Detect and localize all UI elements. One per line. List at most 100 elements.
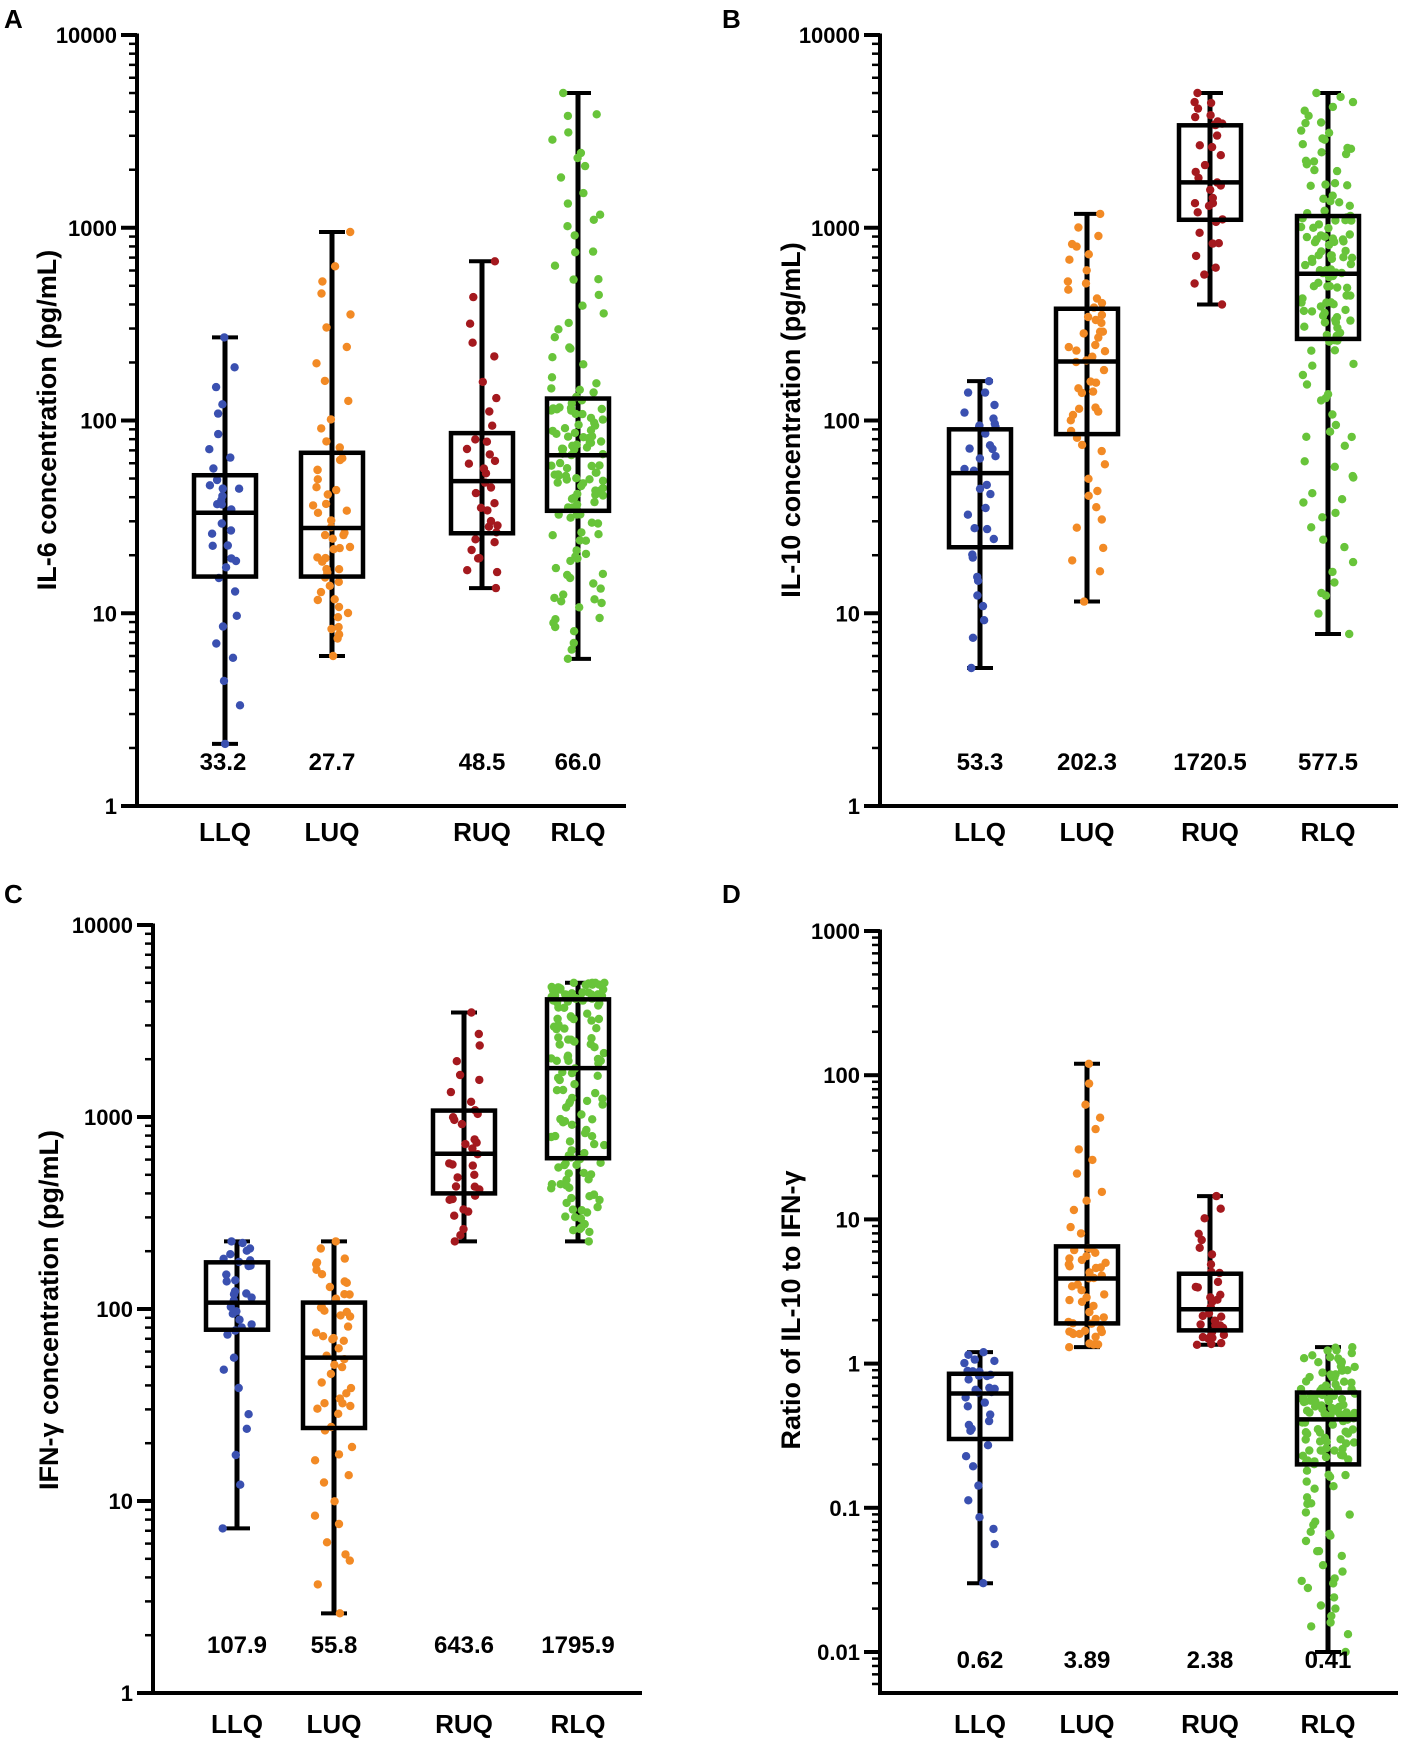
data-point — [1313, 1547, 1322, 1556]
data-point — [557, 597, 566, 606]
data-point — [1068, 556, 1077, 565]
data-point — [1314, 1358, 1323, 1367]
data-point — [1347, 432, 1356, 442]
data-point — [1307, 523, 1316, 532]
y-tick-label: 100 — [823, 1063, 860, 1088]
data-point — [594, 290, 603, 300]
category-label: LLQ — [954, 1709, 1006, 1739]
data-point — [1065, 255, 1074, 264]
data-point — [592, 1023, 601, 1033]
data-point — [1338, 235, 1348, 244]
data-point — [1206, 1293, 1215, 1302]
data-point — [1325, 1529, 1334, 1539]
data-point — [1345, 230, 1355, 239]
data-point — [592, 379, 601, 388]
data-point — [209, 464, 218, 473]
data-point — [490, 456, 500, 466]
data-point — [235, 701, 245, 710]
data-point — [1091, 1314, 1100, 1324]
data-point — [1303, 1583, 1313, 1593]
data-point — [1321, 180, 1330, 189]
data-point — [547, 1180, 557, 1189]
data-point — [312, 483, 321, 492]
data-point — [595, 1195, 604, 1205]
data-point — [218, 484, 227, 493]
panel-letter: A — [4, 4, 23, 34]
data-point — [1082, 266, 1091, 275]
data-point — [975, 454, 985, 463]
data-point — [313, 465, 322, 475]
data-point — [589, 579, 598, 588]
data-point — [313, 553, 322, 562]
data-point — [973, 572, 982, 582]
data-point — [463, 566, 472, 575]
data-point — [1308, 489, 1317, 498]
data-point — [963, 1402, 972, 1411]
data-point — [476, 503, 486, 512]
data-point — [1307, 307, 1317, 316]
data-point — [470, 1170, 479, 1180]
data-point — [587, 518, 597, 527]
panel-letter: C — [4, 879, 23, 909]
data-point — [1216, 151, 1226, 160]
data-point — [1079, 597, 1089, 606]
data-point — [1297, 126, 1306, 135]
y-tick-label: 1000 — [811, 216, 860, 241]
data-point — [1302, 1466, 1312, 1475]
iqr-box — [191, 472, 259, 579]
data-point — [968, 1462, 978, 1471]
box-LUQ — [300, 1237, 368, 1618]
data-point — [557, 444, 567, 453]
data-point — [207, 529, 217, 538]
category-label: LLQ — [954, 817, 1006, 847]
data-point — [1200, 160, 1210, 170]
data-point — [346, 310, 355, 319]
data-point — [1329, 1482, 1338, 1491]
data-point — [342, 1307, 351, 1317]
iqr-box — [1053, 1244, 1121, 1326]
data-point — [471, 488, 481, 498]
data-point — [563, 654, 573, 663]
data-point — [320, 530, 330, 540]
data-point — [1217, 1312, 1226, 1321]
data-point — [1072, 523, 1082, 532]
data-point — [967, 663, 976, 673]
data-point — [567, 1093, 577, 1103]
data-point — [596, 437, 606, 446]
data-point — [347, 1442, 357, 1452]
data-point — [330, 262, 340, 271]
median-value-label: 1795.9 — [541, 1632, 614, 1659]
data-point — [445, 1195, 454, 1205]
data-point — [218, 622, 228, 631]
data-point — [212, 475, 222, 485]
data-point — [1100, 347, 1110, 356]
data-point — [1073, 1280, 1082, 1289]
y-tick-label: 10 — [836, 1207, 860, 1232]
data-point — [584, 988, 593, 997]
data-point — [318, 277, 327, 286]
data-point — [578, 479, 588, 488]
iqr-box — [298, 450, 366, 579]
data-point — [1305, 1446, 1314, 1455]
data-point — [990, 1356, 999, 1366]
data-point — [1348, 471, 1357, 481]
data-point — [343, 608, 353, 618]
data-point — [1065, 1295, 1074, 1305]
data-point — [964, 1375, 973, 1384]
data-point — [568, 1205, 578, 1214]
data-point — [563, 432, 573, 441]
median-value-label: 27.7 — [309, 749, 356, 776]
data-point — [563, 199, 573, 208]
data-point — [1088, 1155, 1097, 1165]
data-point — [334, 1409, 343, 1419]
data-point — [453, 1173, 462, 1182]
data-point — [1299, 498, 1308, 507]
data-point — [548, 426, 557, 436]
data-point — [989, 1524, 998, 1534]
box-LUQ — [298, 227, 366, 661]
data-point — [552, 405, 562, 414]
data-point — [335, 443, 344, 452]
data-point — [1306, 1527, 1315, 1537]
data-point — [1084, 250, 1094, 259]
y-tick-label: 1 — [848, 794, 860, 819]
